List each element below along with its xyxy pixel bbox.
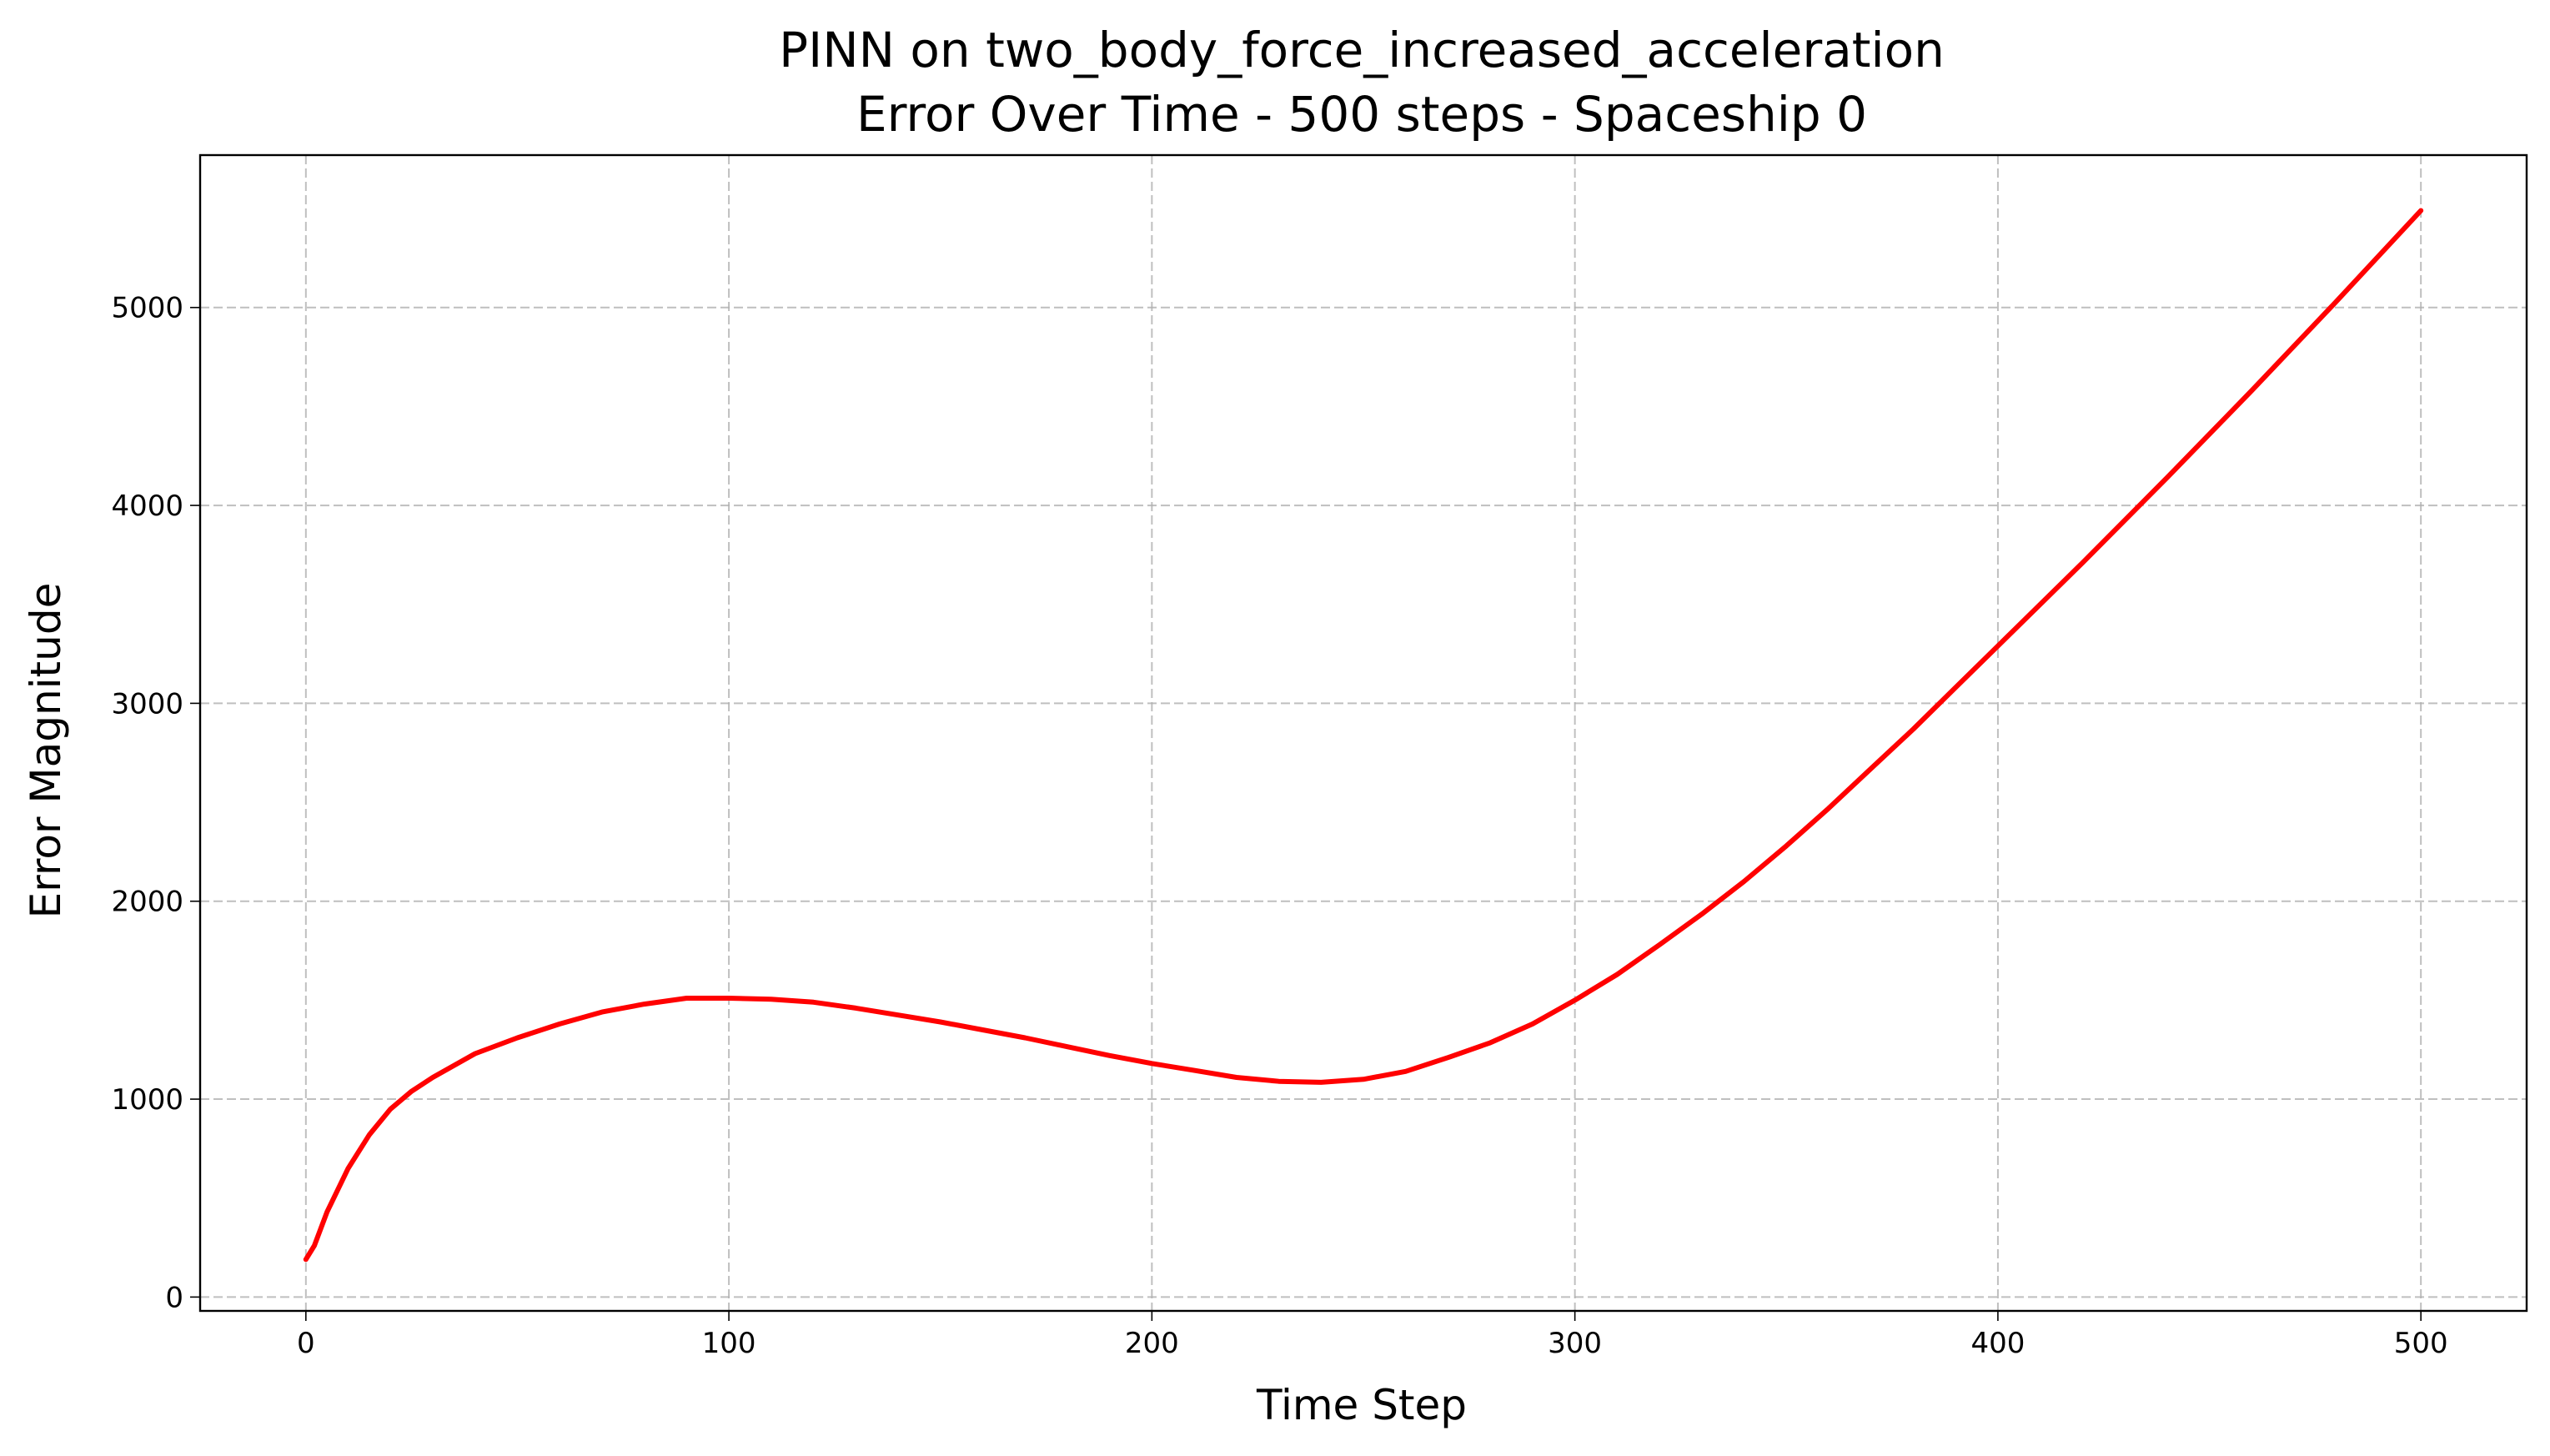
y-tick-label: 5000 — [111, 292, 183, 325]
y-axis-label: Error Magnitude — [22, 583, 70, 919]
series-layer — [303, 208, 2424, 1263]
grid-lines — [200, 155, 2527, 1311]
y-tick-label: 3000 — [111, 687, 183, 720]
chart-subtitle: Error Over Time - 500 steps - Spaceship … — [856, 86, 1867, 143]
x-tick-label: 400 — [1970, 1327, 2025, 1360]
x-tick-label: 500 — [2394, 1327, 2448, 1360]
x-axis-label: Time Step — [1256, 1381, 1467, 1429]
y-tick-label: 2000 — [111, 886, 183, 919]
x-tick-label: 200 — [1125, 1327, 1179, 1360]
x-tick-label: 300 — [1548, 1327, 1602, 1360]
y-tick-label: 0 — [165, 1281, 183, 1314]
y-tick-label: 4000 — [111, 490, 183, 523]
x-tick-label: 100 — [702, 1327, 756, 1360]
y-tick-label: 1000 — [111, 1083, 183, 1117]
chart-title: PINN on two_body_force_increased_acceler… — [779, 22, 1945, 78]
error-series-line — [303, 208, 2424, 1263]
x-tick-label: 0 — [297, 1327, 315, 1360]
plot-frame — [198, 153, 2528, 1313]
